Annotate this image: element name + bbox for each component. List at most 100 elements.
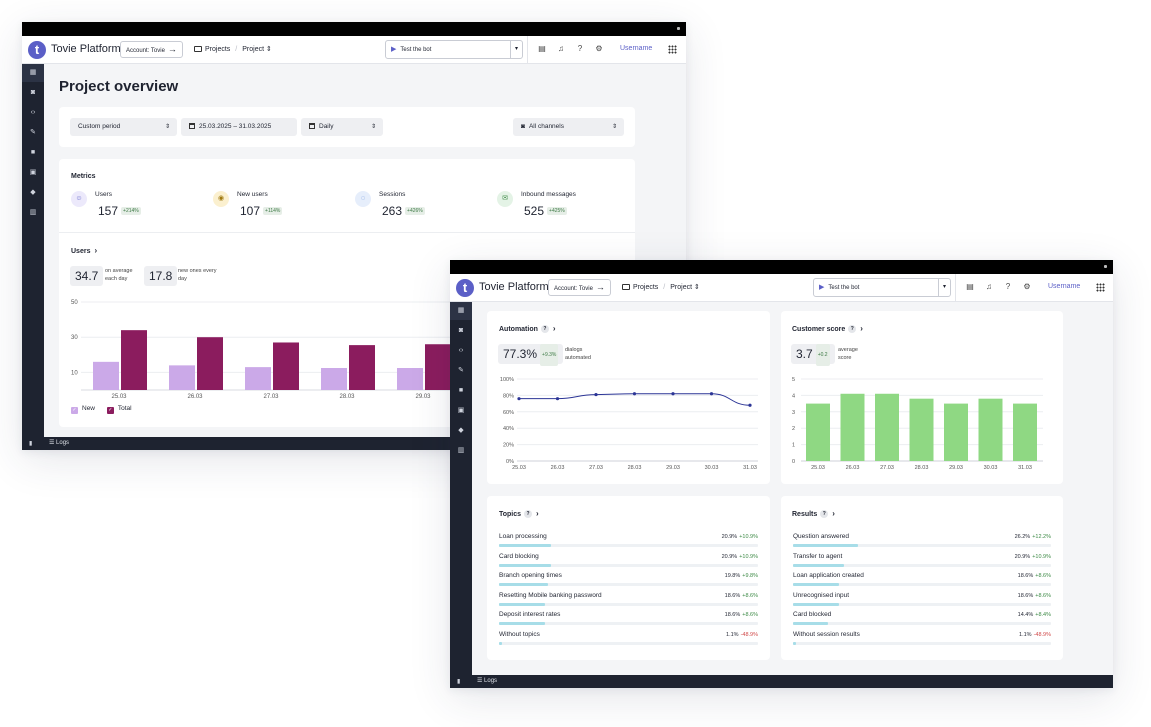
logs-button[interactable]: ☰ Logs [477, 678, 498, 684]
data-point[interactable] [632, 392, 637, 396]
bar-new[interactable] [397, 368, 423, 390]
topics-row[interactable]: Card blocking 20.9% +10.9% [499, 553, 758, 571]
table-icon[interactable]: ▦ [29, 69, 37, 76]
legend-total-swatch[interactable]: ✓ [106, 407, 114, 414]
analytics-icon[interactable]: ▥ [29, 209, 37, 216]
wrench-icon[interactable]: ✎ [30, 129, 36, 136]
wrench-icon[interactable]: ✎ [458, 367, 464, 374]
shield-icon[interactable]: ◆ [30, 189, 36, 196]
topics-row[interactable]: Without topics 1.1% -48.9% [499, 631, 758, 649]
username-link[interactable]: Username [1048, 283, 1081, 290]
gear-icon[interactable]: ⚙ [1023, 282, 1031, 291]
bar-new[interactable] [321, 368, 347, 390]
customer-score-section-link[interactable]: Customer score? › [792, 324, 863, 333]
help-icon[interactable]: ? [1005, 282, 1011, 291]
progress-fill [499, 544, 551, 547]
apps-grid-icon[interactable] [668, 45, 677, 54]
data-point[interactable] [671, 392, 675, 396]
bar-total[interactable] [121, 330, 147, 390]
code-icon[interactable]: ‹› [30, 109, 36, 116]
help-icon[interactable]: ? [577, 44, 583, 53]
score-bar[interactable] [944, 403, 968, 461]
shield-icon[interactable]: ◆ [458, 427, 464, 434]
collapse-sidebar-icon[interactable]: ▮ [457, 679, 461, 685]
channels-select[interactable]: ◙ All channels ⇕ [513, 118, 624, 136]
image-icon[interactable]: ▣ [29, 169, 37, 176]
bell-icon[interactable]: ♫ [986, 282, 992, 291]
score-bar[interactable] [978, 398, 1003, 461]
help-icon[interactable]: ? [540, 325, 549, 333]
chevron-down-icon[interactable]: ▾ [938, 279, 950, 296]
date-range-picker[interactable]: 25.03.2025 – 31.03.2025 [181, 118, 297, 136]
bar-total[interactable] [425, 344, 451, 390]
topics-row[interactable]: Resetting Mobile banking password 18.6% +8… [499, 592, 758, 610]
logs-button[interactable]: ☰ Logs [49, 440, 70, 446]
results-row[interactable]: Loan application created 18.6% +8.6% [793, 572, 1051, 590]
automation-section-link[interactable]: Automation? › [499, 324, 556, 333]
account-button[interactable]: Account: Tovie → [120, 41, 183, 58]
breadcrumb-projects[interactable]: Projects [633, 284, 659, 291]
analytics-icon[interactable]: ▥ [457, 447, 465, 454]
test-bot-select[interactable]: ▶ Test the bot ▾ [813, 278, 951, 297]
topics-row[interactable]: Loan processing 20.9% +10.9% [499, 533, 758, 551]
results-section-link[interactable]: Results? › [792, 509, 835, 518]
breadcrumb-projects[interactable]: Projects [205, 46, 231, 53]
feed-icon[interactable]: ◙ [30, 89, 36, 96]
score-bar[interactable] [909, 398, 934, 461]
bar-total[interactable] [273, 342, 299, 390]
results-row[interactable]: Card blocked 14.4% +8.4% [793, 611, 1051, 629]
code-icon[interactable]: ‹› [458, 347, 464, 354]
score-bar[interactable] [840, 393, 865, 461]
help-icon[interactable]: ? [524, 510, 533, 518]
legend-new-swatch[interactable]: ✓ [71, 407, 78, 414]
topics-row[interactable]: Branch opening times 19.8% +9.8% [499, 572, 758, 590]
tovie-logo[interactable]: t [456, 279, 474, 297]
feed-icon[interactable]: ◙ [458, 327, 464, 334]
bar-new[interactable] [245, 367, 271, 390]
breadcrumb-project[interactable]: Project [242, 46, 265, 53]
sort-icon[interactable]: ⇕ [692, 284, 700, 291]
results-row[interactable]: Without session results 1.1% -48.9% [793, 631, 1051, 649]
bar-new[interactable] [169, 365, 195, 390]
topics-title: Topics [499, 511, 522, 518]
data-point[interactable] [517, 397, 521, 401]
data-point[interactable] [709, 392, 714, 396]
image-icon[interactable]: ▣ [457, 407, 465, 414]
score-bar[interactable] [806, 403, 830, 461]
sort-icon[interactable]: ⇕ [264, 46, 272, 53]
breadcrumb-project[interactable]: Project [670, 284, 693, 291]
tovie-logo[interactable]: t [28, 41, 46, 59]
results-row[interactable]: Unrecognised input 18.6% +8.6% [793, 592, 1051, 610]
data-point[interactable] [594, 392, 598, 397]
period-select[interactable]: Custom period ⇕ [70, 118, 177, 136]
bar-total[interactable] [349, 345, 375, 390]
lock-icon[interactable]: ■ [30, 149, 36, 156]
gear-icon[interactable]: ⚙ [595, 44, 603, 53]
results-row[interactable]: Question answered 26.2% +12.2% [793, 533, 1051, 551]
metric-value: 525 +425% [524, 204, 567, 218]
chevron-down-icon[interactable]: ▾ [510, 41, 522, 58]
data-point[interactable] [555, 397, 560, 401]
apps-grid-icon[interactable] [1096, 283, 1105, 292]
help-icon[interactable]: ? [820, 510, 829, 518]
lock-icon[interactable]: ■ [458, 387, 464, 394]
account-button[interactable]: Account: Tovie → [548, 279, 611, 296]
results-row[interactable]: Transfer to agent 20.9% +10.9% [793, 553, 1051, 571]
bell-icon[interactable]: ♫ [558, 44, 564, 53]
bar-new[interactable] [93, 361, 119, 390]
score-bar[interactable] [1013, 403, 1037, 461]
help-icon[interactable]: ? [848, 325, 857, 333]
topics-section-link[interactable]: Topics? › [499, 509, 539, 518]
bar-total[interactable] [197, 337, 223, 390]
users-section-link[interactable]: Users › [71, 246, 97, 255]
username-link[interactable]: Username [620, 45, 653, 52]
granularity-select[interactable]: Daily ⇕ [301, 118, 383, 136]
collapse-sidebar-icon[interactable]: ▮ [29, 441, 33, 447]
score-bar[interactable] [875, 393, 899, 461]
table-icon[interactable]: ▦ [457, 307, 465, 314]
data-point[interactable] [748, 403, 752, 407]
topics-row[interactable]: Deposit interest rates 18.6% +8.6% [499, 611, 758, 629]
notes-icon[interactable]: ▤ [538, 44, 546, 53]
test-bot-select[interactable]: ▶ Test the bot ▾ [385, 40, 523, 59]
notes-icon[interactable]: ▤ [966, 282, 974, 291]
